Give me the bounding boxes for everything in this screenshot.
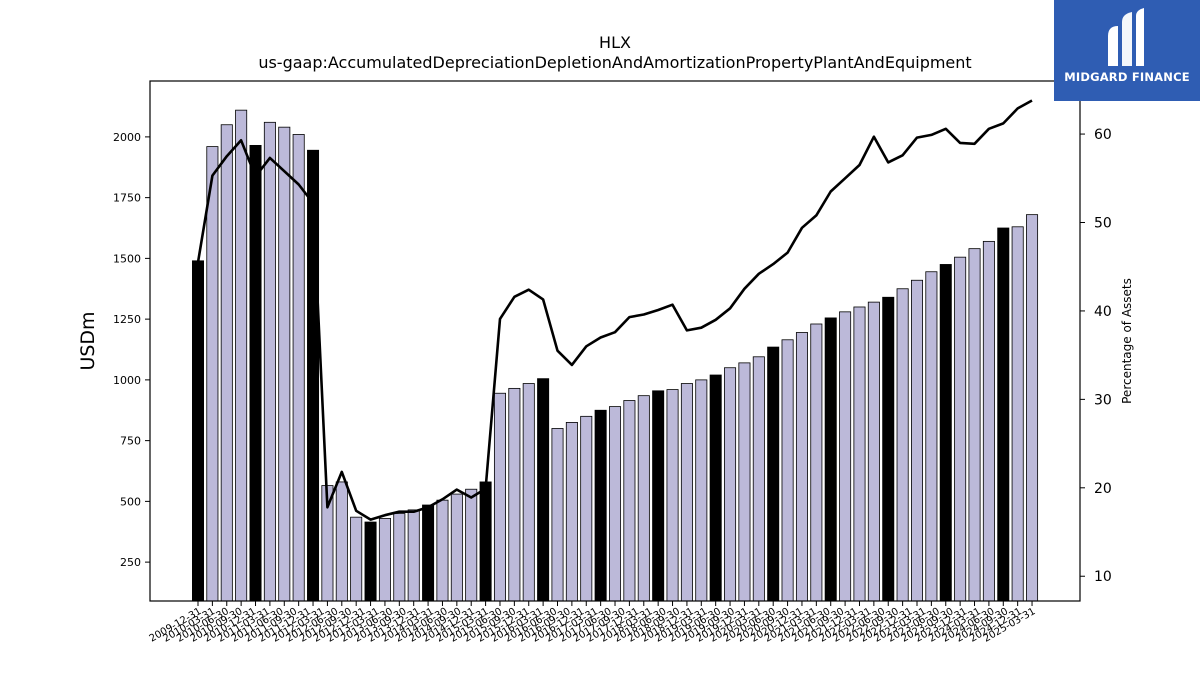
bar-2015-06-30 xyxy=(508,387,521,602)
bar-2018-09-30 xyxy=(695,379,708,602)
bar-2017-09-30 xyxy=(637,395,650,602)
chart-title: HLX xyxy=(599,33,631,52)
bar-2013-06-30 xyxy=(393,513,406,602)
bar-2023-09-30 xyxy=(982,240,995,602)
bar-2023-12-31 xyxy=(997,227,1010,602)
logo-text: MIDGARD FINANCE xyxy=(1064,70,1190,84)
bar-2011-06-30 xyxy=(278,126,291,602)
bar-2015-12-31 xyxy=(537,378,550,602)
bar-2016-03-31 xyxy=(551,428,564,602)
bar-2019-03-31 xyxy=(724,367,737,602)
bar-2022-06-30 xyxy=(911,279,924,602)
bar-2018-06-30 xyxy=(680,383,693,602)
bar-2017-06-30 xyxy=(623,400,636,602)
logo-icon xyxy=(1108,8,1144,66)
bar-2017-12-31 xyxy=(652,390,665,602)
bar-2020-06-30 xyxy=(795,332,808,602)
bar-2012-09-30 xyxy=(350,516,363,602)
bar-2010-09-30 xyxy=(235,109,248,602)
bar-2016-06-30 xyxy=(565,422,578,602)
bar-2009-12-31 xyxy=(191,260,204,602)
y2-tick-label: 50 xyxy=(1094,215,1112,231)
line-series xyxy=(196,99,1033,521)
midgard-finance-logo: MIDGARD FINANCE xyxy=(1054,0,1200,101)
bar-2015-03-31 xyxy=(493,392,506,602)
bar-2014-03-31 xyxy=(436,499,449,602)
bar-2024-06-30 xyxy=(1026,214,1039,602)
y-tick-label: 1750 xyxy=(113,192,141,205)
y-axis-label: USDm xyxy=(77,311,99,370)
bar-2013-12-31 xyxy=(422,504,435,602)
bar-2022-03-31 xyxy=(896,288,909,602)
bar-2010-12-31 xyxy=(249,144,262,602)
bar-2014-06-30 xyxy=(450,493,463,602)
y-tick-label: 250 xyxy=(120,556,141,569)
chart-subtitle: us-gaap:AccumulatedDepreciationDepletion… xyxy=(258,53,971,72)
bar-2023-06-30 xyxy=(968,248,981,602)
bar-2021-06-30 xyxy=(853,306,866,602)
y2-tick-label: 60 xyxy=(1094,127,1112,143)
y-tick-label: 1500 xyxy=(113,252,141,265)
bar-2022-12-31 xyxy=(939,264,952,602)
y2-tick-label: 10 xyxy=(1094,569,1112,585)
bar-2016-12-31 xyxy=(594,409,607,602)
bar-2021-09-30 xyxy=(867,301,880,602)
bar-2013-09-30 xyxy=(407,509,420,602)
y2-tick-label: 40 xyxy=(1094,304,1112,320)
y-tick-label: 2000 xyxy=(113,131,141,144)
bar-2020-09-30 xyxy=(810,323,823,602)
y-tick-label: 750 xyxy=(120,435,141,448)
bar-2014-12-31 xyxy=(479,481,492,602)
bar-2011-03-31 xyxy=(263,121,276,602)
bar-2018-12-31 xyxy=(709,374,722,602)
y-tick-label: 1000 xyxy=(113,374,141,387)
bar-2012-12-31 xyxy=(364,521,377,602)
y2-axis-label: Percentage of Assets xyxy=(1120,278,1134,404)
bar-2020-03-31 xyxy=(781,339,794,602)
bar-2010-06-30 xyxy=(220,124,233,602)
bar-2014-09-30 xyxy=(465,488,478,602)
y2-tick-label: 20 xyxy=(1094,481,1112,497)
bar-2020-12-31 xyxy=(824,317,837,602)
bar-2013-03-31 xyxy=(378,517,391,602)
y-axis-left: 250 500 750 1000 1250 1500 1750 2000 xyxy=(113,131,150,569)
percentage-line xyxy=(196,99,1033,521)
bar-2015-09-30 xyxy=(522,383,535,602)
bar-series xyxy=(191,109,1039,602)
x-axis: 2009-12-312010-03-312010-06-302010-09-30… xyxy=(148,601,1038,645)
bar-2017-03-31 xyxy=(609,406,622,602)
bar-2011-09-30 xyxy=(292,134,305,602)
bar-2023-03-31 xyxy=(954,256,967,602)
bar-2019-12-31 xyxy=(767,346,780,602)
bar-2016-09-30 xyxy=(580,415,593,602)
y2-tick-label: 30 xyxy=(1094,392,1112,408)
bar-2019-09-30 xyxy=(752,356,765,602)
bar-2024-03-31 xyxy=(1011,226,1024,602)
bar-2010-03-31 xyxy=(206,146,219,602)
bar-2021-12-31 xyxy=(882,296,895,602)
y-tick-label: 1250 xyxy=(113,313,141,326)
bar-2012-06-30 xyxy=(335,481,348,602)
bar-2019-06-30 xyxy=(738,362,751,602)
y-axis-right: 10 20 30 40 50 60 xyxy=(1080,127,1112,585)
bar-2022-09-30 xyxy=(925,271,938,602)
y-tick-label: 500 xyxy=(120,495,141,508)
bar-2018-03-31 xyxy=(666,389,679,602)
bar-2021-03-31 xyxy=(839,311,852,602)
